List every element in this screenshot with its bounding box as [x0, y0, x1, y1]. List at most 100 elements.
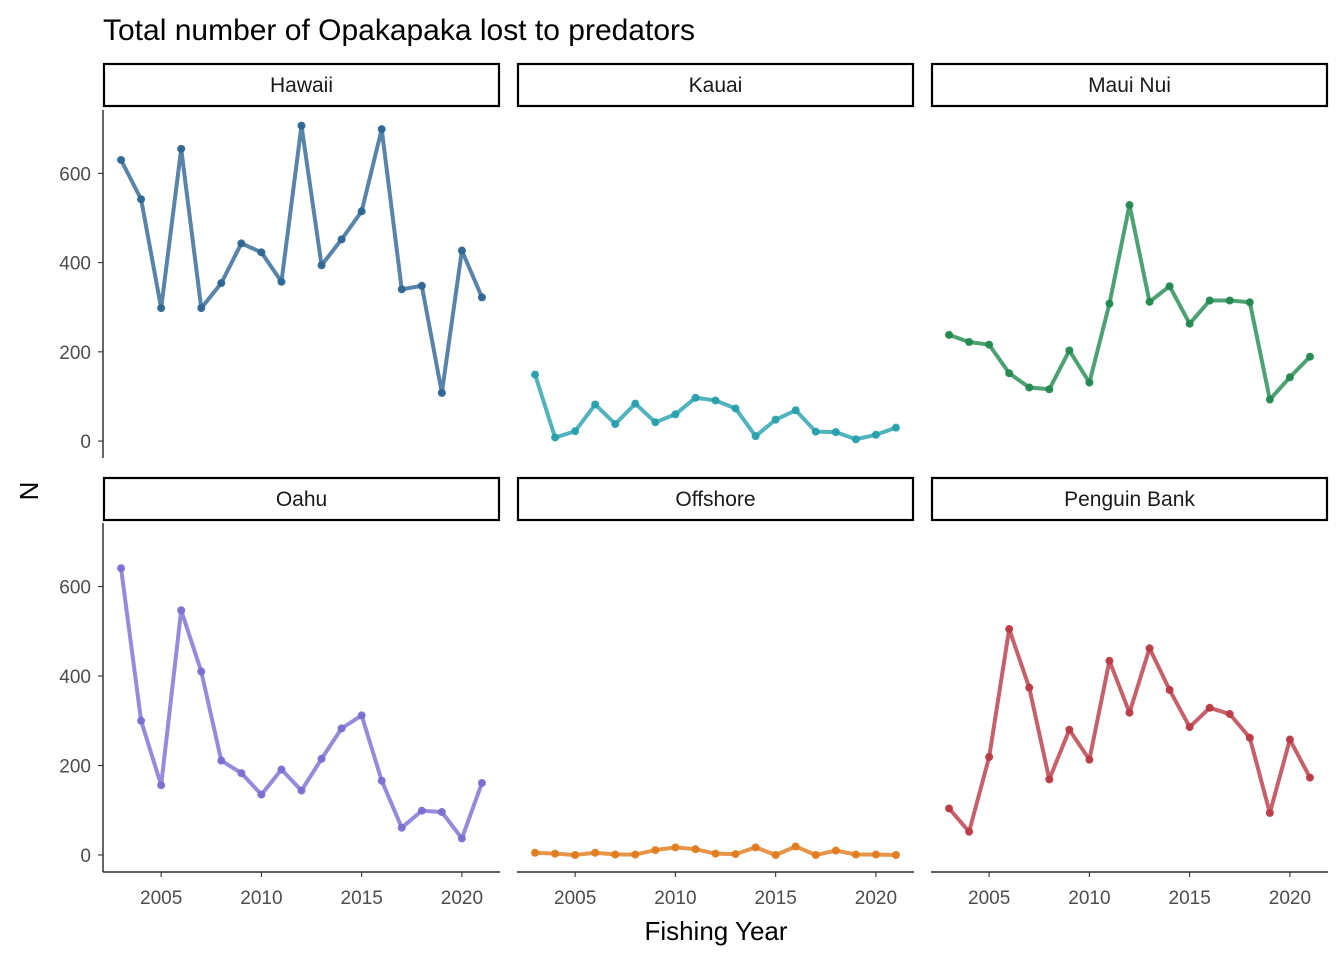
- data-point: [631, 850, 640, 859]
- data-point: [611, 420, 620, 429]
- data-point: [117, 564, 126, 573]
- data-point: [691, 845, 700, 854]
- data-point: [217, 756, 226, 765]
- x-tick-label: 2015: [1169, 888, 1211, 909]
- data-point: [397, 823, 406, 832]
- data-point: [1245, 733, 1254, 742]
- data-point: [651, 418, 660, 427]
- data-point: [651, 846, 660, 855]
- y-tick-label: 0: [80, 432, 91, 453]
- data-point: [377, 776, 386, 785]
- data-point: [337, 235, 346, 244]
- data-point: [157, 304, 166, 313]
- data-point: [317, 261, 326, 270]
- data-point: [457, 834, 466, 843]
- data-point: [591, 400, 600, 409]
- data-point: [1025, 383, 1034, 392]
- series-line: [947, 203, 1312, 402]
- data-point: [277, 765, 286, 774]
- data-point: [945, 330, 954, 339]
- data-point: [671, 843, 680, 852]
- data-point: [985, 340, 994, 349]
- data-point: [751, 843, 760, 852]
- facet-strip: [930, 476, 1329, 522]
- facet-strip-label: Penguin Bank: [1064, 488, 1195, 511]
- data-point: [891, 850, 900, 859]
- x-axis-title: Fishing Year: [644, 916, 787, 946]
- data-point: [1025, 683, 1034, 692]
- data-point: [1105, 299, 1114, 308]
- x-tick-label: 2010: [654, 888, 696, 909]
- data-point: [1225, 296, 1234, 305]
- y-tick-label: 200: [59, 757, 91, 778]
- x-tick-label: 2005: [140, 888, 182, 909]
- data-point: [1045, 775, 1054, 784]
- data-point: [551, 849, 560, 858]
- facet-strip: [102, 62, 501, 108]
- data-point: [357, 711, 366, 720]
- x-tick-label: 2020: [855, 888, 897, 909]
- facet-strip-label: Oahu: [276, 488, 327, 511]
- y-tick-label: 600: [59, 164, 91, 185]
- series-line: [119, 566, 484, 841]
- chart-title: Total number of Opakapaka lost to predat…: [103, 14, 695, 47]
- data-point: [397, 285, 406, 294]
- data-point: [1005, 625, 1014, 634]
- data-point: [1105, 656, 1114, 665]
- data-point: [177, 606, 186, 615]
- data-point: [891, 423, 900, 432]
- data-point: [571, 427, 580, 436]
- data-point: [437, 388, 446, 397]
- x-tick-label: 2020: [1269, 888, 1311, 909]
- data-point: [771, 850, 780, 859]
- data-point: [117, 155, 126, 164]
- data-point: [157, 781, 166, 790]
- data-point: [851, 850, 860, 859]
- series-line: [119, 123, 484, 395]
- x-tick-label: 2005: [968, 888, 1010, 909]
- data-point: [357, 207, 366, 216]
- data-point: [731, 850, 740, 859]
- data-point: [1065, 725, 1074, 734]
- y-tick-label: 600: [59, 578, 91, 599]
- data-point: [257, 790, 266, 799]
- data-point: [1285, 735, 1294, 744]
- data-point: [1265, 395, 1274, 404]
- data-point: [811, 850, 820, 859]
- facet-panel: Hawaii 0 200 400 600: [59, 62, 501, 458]
- data-point: [477, 293, 486, 302]
- facet-panel: Maui Nui: [930, 62, 1329, 404]
- data-point: [1205, 703, 1214, 712]
- data-point: [711, 849, 720, 858]
- data-point: [277, 277, 286, 286]
- data-point: [1305, 773, 1314, 782]
- data-point: [791, 406, 800, 415]
- facet-strip: [102, 476, 501, 522]
- data-point: [945, 804, 954, 813]
- data-point: [1305, 352, 1314, 361]
- facet-panel: Kauai: [516, 62, 915, 444]
- data-point: [417, 281, 426, 290]
- facet-strip-label: Maui Nui: [1088, 74, 1171, 97]
- data-point: [571, 850, 580, 859]
- data-point: [1065, 346, 1074, 355]
- data-point: [1185, 723, 1194, 732]
- data-point: [965, 338, 974, 346]
- facet-strip: [516, 476, 915, 522]
- data-point: [317, 754, 326, 763]
- data-point: [531, 848, 540, 857]
- data-point: [197, 304, 206, 313]
- data-point: [1085, 755, 1094, 764]
- data-point: [217, 279, 226, 288]
- data-point: [851, 435, 860, 444]
- data-point: [1165, 282, 1174, 291]
- x-tick-label: 2020: [441, 888, 483, 909]
- y-axis-title: N: [14, 482, 44, 501]
- facet-strip: [516, 62, 915, 108]
- data-point: [1085, 378, 1094, 387]
- series-line: [533, 372, 898, 442]
- data-point: [631, 399, 640, 408]
- x-tick-label: 2015: [341, 888, 383, 909]
- data-point: [811, 427, 820, 436]
- data-point: [257, 248, 266, 257]
